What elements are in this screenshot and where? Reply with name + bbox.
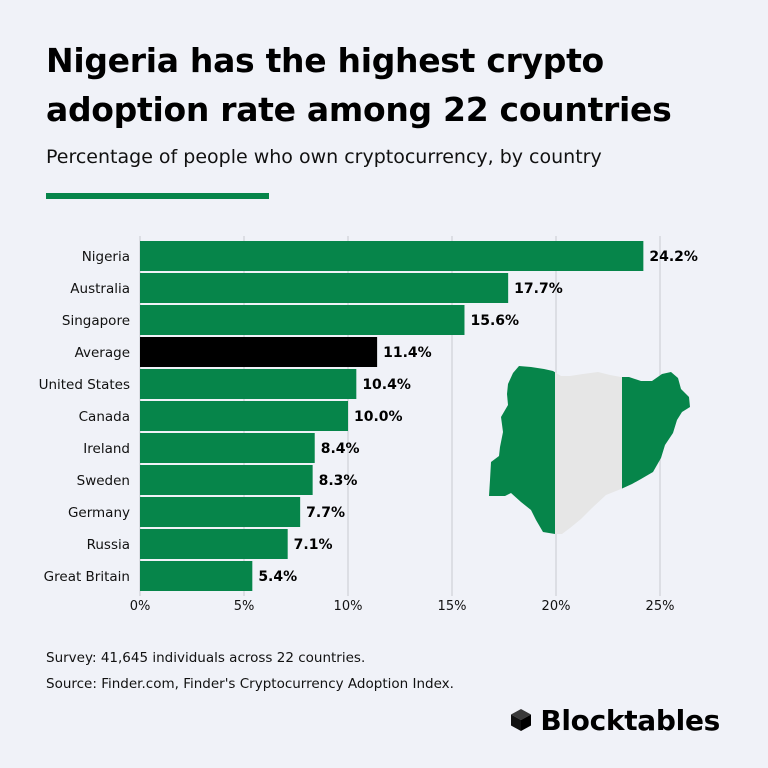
x-tick-label: 15% bbox=[438, 599, 467, 614]
x-tick-label: 0% bbox=[130, 599, 151, 614]
category-label: Sweden bbox=[77, 473, 130, 489]
bar bbox=[140, 433, 315, 463]
x-tick-label: 20% bbox=[542, 599, 571, 614]
bar bbox=[140, 241, 644, 271]
x-tick-label: 25% bbox=[646, 599, 675, 614]
value-labels: 24.2% 17.7% 15.6% 11.4% 10.4% 10.0% 8.4% 8.3% 7.… bbox=[258, 249, 698, 585]
bar bbox=[140, 273, 509, 303]
chart-title: Nigeria has the highest crypto adoption … bbox=[46, 41, 672, 129]
value-label: 8.3% bbox=[319, 473, 358, 489]
bar bbox=[140, 401, 348, 431]
value-label: 24.2% bbox=[649, 249, 698, 265]
brand-name: Blocktables bbox=[540, 703, 720, 737]
x-axis-ticks: 0% 5% 10% 15% 20% 25% bbox=[130, 599, 675, 614]
bar bbox=[140, 305, 465, 335]
bar bbox=[140, 497, 301, 527]
category-label: Ireland bbox=[83, 441, 130, 457]
brand-logo: Blocktables bbox=[510, 700, 720, 740]
cube-icon bbox=[511, 709, 532, 731]
category-labels: Nigeria Australia Singapore Average United S… bbox=[39, 249, 130, 585]
chart-subtitle: Percentage of people who own cryptocurre… bbox=[46, 146, 602, 168]
bar-chart: Nigeria Australia Singapore Average United S… bbox=[39, 236, 698, 614]
value-label: 10.0% bbox=[354, 409, 403, 425]
bars bbox=[140, 241, 644, 591]
category-label: Singapore bbox=[62, 313, 130, 329]
category-label: Nigeria bbox=[82, 249, 130, 265]
nigeria-flag-map bbox=[489, 366, 690, 534]
value-label: 15.6% bbox=[470, 313, 519, 329]
category-label: Russia bbox=[87, 537, 130, 553]
category-label: Average bbox=[75, 345, 130, 361]
bar bbox=[140, 465, 313, 495]
value-label: 7.1% bbox=[294, 537, 333, 553]
category-label: Great Britain bbox=[44, 569, 130, 585]
category-label: Australia bbox=[70, 281, 130, 297]
category-label: Germany bbox=[68, 505, 130, 521]
value-label: 8.4% bbox=[321, 441, 360, 457]
value-label: 7.7% bbox=[306, 505, 345, 521]
bar bbox=[140, 529, 288, 559]
accent-underline bbox=[46, 193, 269, 199]
value-label: 17.7% bbox=[514, 281, 563, 297]
value-label: 11.4% bbox=[383, 345, 432, 361]
survey-note: Survey: 41,645 individuals across 22 cou… bbox=[46, 650, 366, 666]
bar bbox=[140, 369, 357, 399]
value-label: 5.4% bbox=[258, 569, 297, 585]
bar bbox=[140, 561, 253, 591]
x-tick-label: 10% bbox=[334, 599, 363, 614]
source-note: Source: Finder.com, Finder's Cryptocurre… bbox=[46, 676, 454, 692]
bar bbox=[140, 337, 378, 367]
value-label: 10.4% bbox=[362, 377, 411, 393]
x-tick-label: 5% bbox=[234, 599, 255, 614]
category-label: United States bbox=[39, 377, 130, 393]
category-label: Canada bbox=[79, 409, 130, 425]
